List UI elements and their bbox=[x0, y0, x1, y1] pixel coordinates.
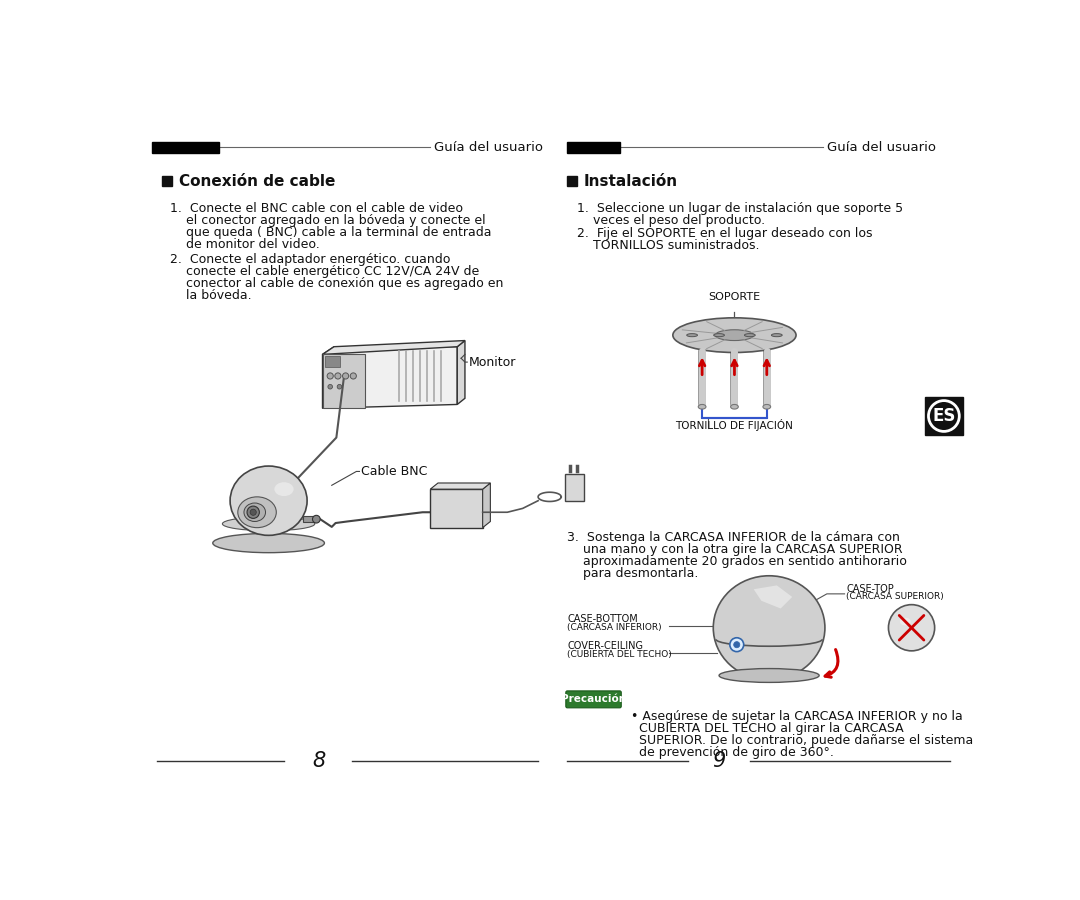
Ellipse shape bbox=[730, 404, 739, 410]
Text: Conexión de cable: Conexión de cable bbox=[178, 174, 335, 189]
Ellipse shape bbox=[900, 617, 910, 626]
Text: (CARCASA INFERIOR): (CARCASA INFERIOR) bbox=[567, 623, 662, 632]
Bar bbox=[567, 176, 578, 185]
Text: Monitor: Monitor bbox=[469, 356, 516, 369]
Circle shape bbox=[342, 373, 349, 379]
Text: ES: ES bbox=[932, 407, 956, 425]
Text: 1.  Seleccione un lugar de instalación que soporte 5: 1. Seleccione un lugar de instalación qu… bbox=[577, 202, 903, 215]
Ellipse shape bbox=[244, 503, 266, 521]
Bar bbox=[162, 176, 173, 185]
Polygon shape bbox=[457, 340, 465, 404]
Ellipse shape bbox=[744, 334, 755, 337]
Circle shape bbox=[337, 384, 341, 389]
Circle shape bbox=[335, 373, 341, 379]
Text: de prevención de giro de 360°.: de prevención de giro de 360°. bbox=[627, 746, 834, 759]
Ellipse shape bbox=[222, 517, 314, 531]
Text: el conector agregado en la bóveda y conecte el: el conector agregado en la bóveda y cone… bbox=[170, 214, 486, 227]
Text: 1.  Conecte el BNC cable con el cable de video: 1. Conecte el BNC cable con el cable de … bbox=[170, 202, 463, 215]
Ellipse shape bbox=[687, 334, 698, 337]
Text: (CUBIERTA DEL TECHO): (CUBIERTA DEL TECHO) bbox=[567, 650, 672, 659]
Circle shape bbox=[730, 638, 744, 652]
Text: para desmontarla.: para desmontarla. bbox=[567, 567, 699, 580]
Ellipse shape bbox=[673, 318, 796, 353]
Text: conector al cable de conexión que es agregado en: conector al cable de conexión que es agr… bbox=[170, 276, 503, 290]
Circle shape bbox=[889, 605, 934, 651]
Text: Precaución: Precaución bbox=[561, 695, 626, 705]
Circle shape bbox=[251, 509, 256, 516]
Text: CASE-TOP: CASE-TOP bbox=[846, 583, 894, 594]
Text: de monitor del video.: de monitor del video. bbox=[170, 238, 320, 251]
Ellipse shape bbox=[713, 576, 825, 680]
Ellipse shape bbox=[274, 482, 294, 496]
Circle shape bbox=[328, 384, 333, 389]
Text: TORNILLOS suministrados.: TORNILLOS suministrados. bbox=[577, 239, 759, 252]
Text: Guía del usuario: Guía del usuario bbox=[827, 140, 936, 154]
Text: TORNILLO DE FIJACIÓN: TORNILLO DE FIJACIÓN bbox=[675, 419, 794, 431]
Text: conecte el cable energético CC 12V/CA 24V de: conecte el cable energético CC 12V/CA 24… bbox=[170, 265, 480, 278]
Text: 2.  Fije el SOPORTE en el lugar deseado con los: 2. Fije el SOPORTE en el lugar deseado c… bbox=[577, 228, 873, 240]
Bar bbox=[924, 397, 963, 436]
Circle shape bbox=[350, 373, 356, 379]
Text: COVER-CEILING: COVER-CEILING bbox=[567, 642, 644, 652]
Text: la bóveda.: la bóveda. bbox=[170, 289, 252, 302]
Ellipse shape bbox=[771, 334, 782, 337]
Text: CUBIERTA DEL TECHO al girar la CARCASA: CUBIERTA DEL TECHO al girar la CARCASA bbox=[627, 722, 904, 735]
Ellipse shape bbox=[719, 669, 819, 682]
Bar bbox=[151, 142, 219, 153]
Bar bbox=[430, 490, 483, 527]
Bar bbox=[303, 516, 314, 522]
Text: 8: 8 bbox=[312, 751, 325, 771]
Text: aproximadamente 20 grados en sentido antihorario: aproximadamente 20 grados en sentido ant… bbox=[567, 555, 907, 569]
Ellipse shape bbox=[714, 334, 725, 337]
Polygon shape bbox=[323, 346, 457, 409]
Text: (CARCASA SUPERIOR): (CARCASA SUPERIOR) bbox=[846, 592, 944, 601]
Text: 9: 9 bbox=[713, 751, 726, 771]
Text: SUPERIOR. De lo contrario, puede dañarse el sistema: SUPERIOR. De lo contrario, puede dañarse… bbox=[627, 734, 974, 747]
Polygon shape bbox=[754, 585, 793, 608]
Text: 3.  Sostenga la CARCASA INFERIOR de la cámara con: 3. Sostenga la CARCASA INFERIOR de la cá… bbox=[567, 532, 901, 544]
Circle shape bbox=[327, 373, 334, 379]
Polygon shape bbox=[323, 340, 465, 355]
Text: que queda ( BNC) cable a la terminal de entrada: que queda ( BNC) cable a la terminal de … bbox=[170, 226, 491, 239]
Ellipse shape bbox=[230, 466, 307, 536]
Text: 2.  Conecte el adaptador energético. cuando: 2. Conecte el adaptador energético. cuan… bbox=[170, 253, 450, 266]
Text: Cable BNC: Cable BNC bbox=[361, 465, 428, 478]
Bar bbox=[323, 355, 365, 409]
Circle shape bbox=[312, 516, 320, 523]
Bar bbox=[565, 473, 584, 500]
Polygon shape bbox=[430, 483, 490, 490]
Bar bbox=[325, 356, 340, 366]
Text: una mano y con la otra gire la CARCASA SUPERIOR: una mano y con la otra gire la CARCASA S… bbox=[567, 544, 903, 556]
Ellipse shape bbox=[762, 404, 771, 410]
Ellipse shape bbox=[715, 329, 754, 340]
Bar bbox=[567, 142, 620, 153]
Ellipse shape bbox=[238, 497, 276, 527]
Ellipse shape bbox=[699, 404, 706, 410]
Text: • Asegúrese de sujetar la CARCASA INFERIOR y no la: • Asegúrese de sujetar la CARCASA INFERI… bbox=[627, 710, 963, 723]
Text: Guía del usuario: Guía del usuario bbox=[434, 140, 543, 154]
Text: Instalación: Instalación bbox=[583, 174, 677, 189]
Text: CASE-BOTTOM: CASE-BOTTOM bbox=[567, 615, 638, 625]
Circle shape bbox=[247, 506, 259, 518]
Text: SOPORTE: SOPORTE bbox=[708, 292, 760, 302]
Circle shape bbox=[733, 642, 740, 648]
FancyBboxPatch shape bbox=[566, 691, 621, 707]
Text: veces el peso del producto.: veces el peso del producto. bbox=[577, 214, 765, 227]
Ellipse shape bbox=[213, 534, 324, 553]
Polygon shape bbox=[483, 483, 490, 527]
